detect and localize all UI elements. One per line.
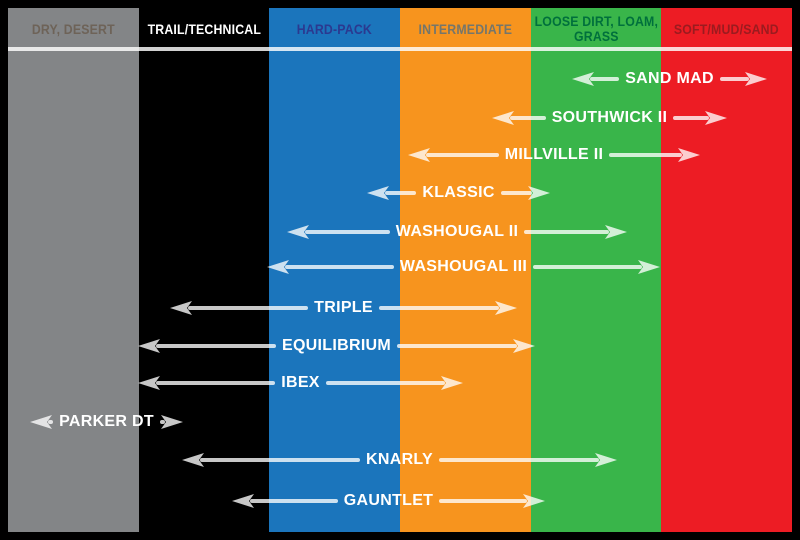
tire-name-label: PARKER DT [59,413,154,430]
arrow-right-icon [495,301,518,315]
column-header-line: LOOSE DIRT, LOAM, [534,13,658,29]
arrow-shaft [385,191,417,195]
arrow-right-icon [595,453,617,467]
column-header-5: SOFT/MUD/SAND [669,8,784,50]
arrow-shaft [439,458,599,462]
arrow-left-icon [138,376,160,390]
arrow-shaft [156,381,276,385]
tire-name-label: WASHOUGAL II [395,223,519,240]
arrow-left-icon [408,148,430,162]
tire-range-arrow: WASHOUGAL III [267,257,661,277]
terrain-column-2: HARD-PACK [269,8,401,532]
arrow-right-icon [745,72,767,86]
arrow-shaft [159,420,166,424]
arrow-left-icon [367,186,389,200]
arrow-shaft [500,191,533,195]
arrow-right-icon [705,111,727,125]
terrain-column-3: INTERMEDIATE [400,8,531,532]
arrow-shaft [510,116,546,120]
tire-name-label: SAND MAD [625,70,714,87]
tire-name-label: WASHOUGAL III [399,258,528,275]
arrow-shaft [156,344,276,348]
column-header-line: HARD-PACK [297,20,373,37]
arrow-left-icon [182,453,204,467]
arrow-left-icon [30,415,52,429]
tire-range-arrow: WASHOUGAL II [287,222,628,242]
column-header-4: LOOSE DIRT, LOAM, GRASS [534,8,657,50]
arrow-right-icon [605,225,628,239]
arrow-shaft [719,77,749,81]
terrain-columns: DRY, DESERT TRAIL/TECHNICAL HARD-PACK INTER… [8,8,793,532]
arrow-right-icon [523,494,546,508]
arrow-left-icon [572,72,594,86]
arrow-right-icon [638,260,661,274]
arrow-right-icon [441,376,464,390]
column-header-line: GRASS [573,28,619,44]
arrow-left-icon [267,260,289,274]
terrain-column-0: DRY, DESERT [8,8,139,532]
arrow-left-icon [287,225,309,239]
arrow-shaft [533,265,643,269]
arrow-left-icon [138,339,160,353]
arrow-left-icon [492,111,514,125]
column-header-line: INTERMEDIATE [418,20,513,37]
tire-name-label: KNARLY [366,451,433,468]
arrow-right-icon [513,339,536,353]
arrow-shaft [524,230,610,234]
tire-name-label: SOUTHWICK II [551,109,668,126]
tire-range-arrow: IBEX [138,373,464,393]
arrow-right-icon [678,148,700,162]
tire-name-label: EQUILIBRIUM [281,337,392,354]
tire-range-arrow: SOUTHWICK II [492,108,727,128]
column-header-1: TRAIL/TECHNICAL [147,8,262,50]
arrow-shaft [188,306,309,310]
column-header-line: SOFT/MUD/SAND [674,20,780,37]
arrow-right-icon [161,415,184,429]
arrow-shaft [305,230,390,234]
terrain-column-5: SOFT/MUD/SAND [661,8,793,532]
column-header-3: INTERMEDIATE [408,8,523,50]
arrow-shaft [439,499,528,503]
tire-name-label: TRIPLE [314,299,373,316]
tire-name-label: MILLVILLE II [504,146,604,163]
tire-name-label: IBEX [281,374,320,391]
tire-name-label: GAUNTLET [343,492,434,509]
arrow-shaft [48,420,54,424]
terrain-column-1: TRAIL/TECHNICAL [138,8,270,532]
arrow-shaft [397,344,518,348]
arrow-shaft [325,381,446,385]
tire-range-arrow: GAUNTLET [232,491,546,511]
column-header-line: TRAIL/TECHNICAL [147,20,261,37]
tire-name-label: KLASSIC [422,184,495,201]
column-header-0: DRY, DESERT [16,8,131,50]
column-header-2: HARD-PACK [277,8,392,50]
header-divider [8,47,792,51]
arrow-right-icon [528,186,551,200]
tire-range-arrow: TRIPLE [170,298,518,318]
arrow-shaft [609,153,682,157]
column-header-line: DRY, DESERT [31,20,115,37]
tire-range-arrow: KLASSIC [367,183,551,203]
tire-range-arrow: KNARLY [182,450,617,470]
arrow-shaft [673,116,709,120]
terrain-column-4: LOOSE DIRT, LOAM, GRASS [530,8,662,532]
terrain-board: DRY, DESERT TRAIL/TECHNICAL HARD-PACK INTER… [8,8,793,532]
arrow-left-icon [170,301,192,315]
arrow-left-icon [232,494,254,508]
arrow-shaft [200,458,360,462]
arrow-shaft [285,265,394,269]
arrow-shaft [378,306,500,310]
tire-range-arrow: SAND MAD [572,69,767,89]
tire-range-arrow: PARKER DT [30,412,184,432]
tire-range-arrow: EQUILIBRIUM [138,336,536,356]
arrow-shaft [250,499,338,503]
arrow-shaft [426,153,499,157]
tire-range-arrow: MILLVILLE II [408,145,700,165]
arrow-shaft [590,77,620,81]
